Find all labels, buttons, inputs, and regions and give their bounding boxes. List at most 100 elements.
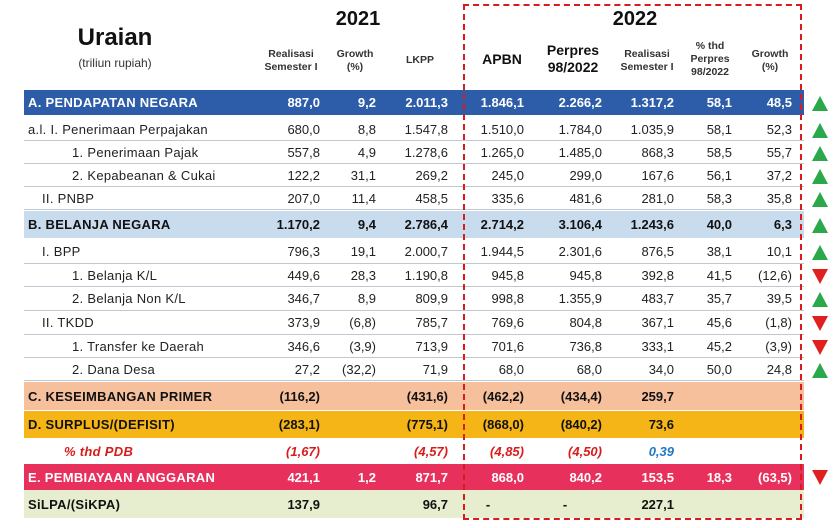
row-label: A. PENDAPATAN NEGARA	[28, 95, 198, 110]
cell-pct-perpres: 40,0	[706, 217, 732, 232]
col-header-line: Realisasi	[624, 48, 670, 60]
cell-perpres: 945,8	[569, 267, 602, 283]
trend-down-arrow-icon	[812, 340, 828, 355]
cell-realisasi-2021: 346,7	[287, 291, 320, 306]
cell-pct-perpres: 35,7	[706, 291, 732, 306]
cell-realisasi-2022: 153,5	[641, 469, 674, 485]
cell-growth-2021: 1,2	[357, 469, 376, 485]
cell-apbn: (868,0)	[482, 417, 524, 432]
cell-realisasi-2022: 483,7	[641, 291, 674, 306]
cell-growth-2021: (6,8)	[349, 315, 376, 330]
cell-realisasi-2021: 449,6	[287, 267, 320, 283]
cell-apbn: 1.265,0	[480, 144, 524, 160]
cell-growth-2022: (63,5)	[758, 469, 792, 485]
cell-pct-perpres	[678, 440, 736, 463]
cell-apbn: 1.944,5	[480, 244, 524, 259]
cell-growth-2022: 24,8	[766, 361, 792, 377]
cell-lkpp: (775,1)	[406, 417, 448, 432]
cell-perpres: 3.106,4	[558, 217, 602, 232]
trend-up-arrow-icon	[812, 245, 828, 260]
cell-realisasi-2021: 887,0	[287, 95, 320, 110]
trend-up-arrow-icon	[812, 169, 828, 184]
cell-realisasi-2022: 392,8	[641, 267, 674, 283]
cell-apbn: -	[485, 496, 491, 512]
cell-growth-2021	[324, 440, 380, 463]
cell-realisasi-2022: 333,1	[641, 338, 674, 354]
table-row: E. PEMBIAYAAN ANGGARAN 421,1 1,2 871,7 868,0…	[24, 464, 804, 490]
col-header-line: 98/2022	[691, 66, 729, 78]
trend-down-arrow-icon	[812, 470, 828, 485]
cell-realisasi-2022: 367,1	[641, 315, 674, 330]
cell-apbn: 945,8	[491, 267, 524, 283]
cell-growth-2021: 8,9	[357, 291, 376, 306]
cell-lkpp: 809,9	[415, 291, 448, 306]
cell-perpres: (4,50)	[568, 444, 602, 459]
cell-growth-2022	[736, 490, 796, 518]
cell-lkpp: 2.000,7	[404, 244, 448, 259]
cell-apbn: 2.714,2	[480, 217, 524, 232]
cell-pct-perpres: 45,6	[706, 315, 732, 330]
row-label: 2. Kepabeanan & Cukai	[72, 167, 216, 183]
cell-growth-2022: 55,7	[766, 144, 792, 160]
cell-growth-2022: 48,5	[766, 95, 792, 110]
table-row: 2. Kepabeanan & Cukai 122,2 31,1 269,2 245,0…	[24, 164, 804, 187]
cell-realisasi-2022: 1.317,2	[630, 95, 674, 110]
cell-realisasi-2022: 227,1	[641, 496, 674, 512]
cell-pct-perpres: 58,1	[706, 121, 732, 137]
cell-realisasi-2021: (1,67)	[286, 444, 320, 459]
row-label: D. SURPLUS/(DEFISIT)	[28, 417, 175, 432]
cell-pct-perpres	[678, 382, 736, 410]
cell-lkpp: 2.011,3	[405, 95, 448, 110]
col-header-pct-perpres: % thd Perpres 98/2022	[684, 40, 736, 79]
cell-perpres: 299,0	[569, 167, 602, 183]
cell-lkpp: 96,7	[422, 496, 448, 512]
col-header-line: Semester I	[620, 61, 674, 73]
cell-perpres: 736,8	[569, 338, 602, 354]
cell-perpres: (840,2)	[560, 417, 602, 432]
table-row: D. SURPLUS/(DEFISIT) (283,1) (775,1) (868,0…	[24, 411, 804, 438]
cell-realisasi-2021: (116,2)	[279, 388, 320, 404]
cell-perpres: 2.301,6	[558, 244, 602, 259]
row-label: 2. Dana Desa	[72, 361, 156, 377]
trend-up-arrow-icon	[812, 218, 828, 233]
cell-growth-2022	[736, 411, 796, 438]
cell-lkpp: 1.547,8	[404, 121, 448, 137]
table-unit-subtitle: (triliun rupiah)	[78, 56, 152, 70]
col-header-line: APBN	[482, 51, 522, 67]
cell-perpres: 1.485,0	[558, 144, 602, 160]
trend-up-arrow-icon	[812, 292, 828, 307]
row-label: SiLPA/(SiKPA)	[28, 496, 121, 512]
cell-growth-2022: 6,3	[773, 217, 792, 232]
cell-realisasi-2022: 167,6	[641, 167, 674, 183]
col-header-line: (%)	[346, 61, 364, 73]
cell-perpres: 1.784,0	[558, 121, 602, 137]
row-label: C. KESEIMBANGAN PRIMER	[28, 388, 213, 404]
cell-realisasi-2021: 421,1	[287, 469, 320, 485]
col-header-line: LKPP	[405, 54, 434, 66]
cell-growth-2021: (32,2)	[342, 361, 376, 377]
cell-pct-perpres: 58,5	[706, 144, 732, 160]
cell-growth-2021: 11,4	[351, 190, 376, 206]
table-row: a.l. I. Penerimaan Perpajakan 680,0 8,8 1.5…	[24, 118, 804, 141]
cell-apbn: 68,0	[498, 361, 524, 377]
cell-realisasi-2022: 259,7	[641, 388, 674, 404]
cell-lkpp: 785,7	[415, 315, 448, 330]
cell-realisasi-2021: 346,6	[287, 338, 320, 354]
row-label: B. BELANJA NEGARA	[28, 217, 171, 232]
cell-perpres: 68,0	[576, 361, 602, 377]
table-row: C. KESEIMBANGAN PRIMER (116,2) (431,6) (462…	[24, 382, 804, 410]
row-label: 2. Belanja Non K/L	[72, 291, 186, 306]
cell-growth-2021: 9,4	[357, 217, 376, 232]
cell-growth-2022: 39,5	[766, 291, 792, 306]
cell-pct-perpres: 56,1	[706, 167, 732, 183]
cell-growth-2022: 52,3	[766, 121, 792, 137]
cell-growth-2021	[324, 411, 380, 438]
cell-realisasi-2021: 1.170,2	[276, 217, 320, 232]
cell-lkpp: 71,9	[422, 361, 448, 377]
cell-pct-perpres: 58,1	[706, 95, 732, 110]
table-row: 1. Transfer ke Daerah 346,6 (3,9) 713,9 701,…	[24, 335, 804, 358]
cell-apbn: (4,85)	[490, 444, 524, 459]
trend-up-arrow-icon	[812, 146, 828, 161]
cell-growth-2021	[324, 490, 380, 518]
cell-perpres: 481,6	[569, 190, 602, 206]
